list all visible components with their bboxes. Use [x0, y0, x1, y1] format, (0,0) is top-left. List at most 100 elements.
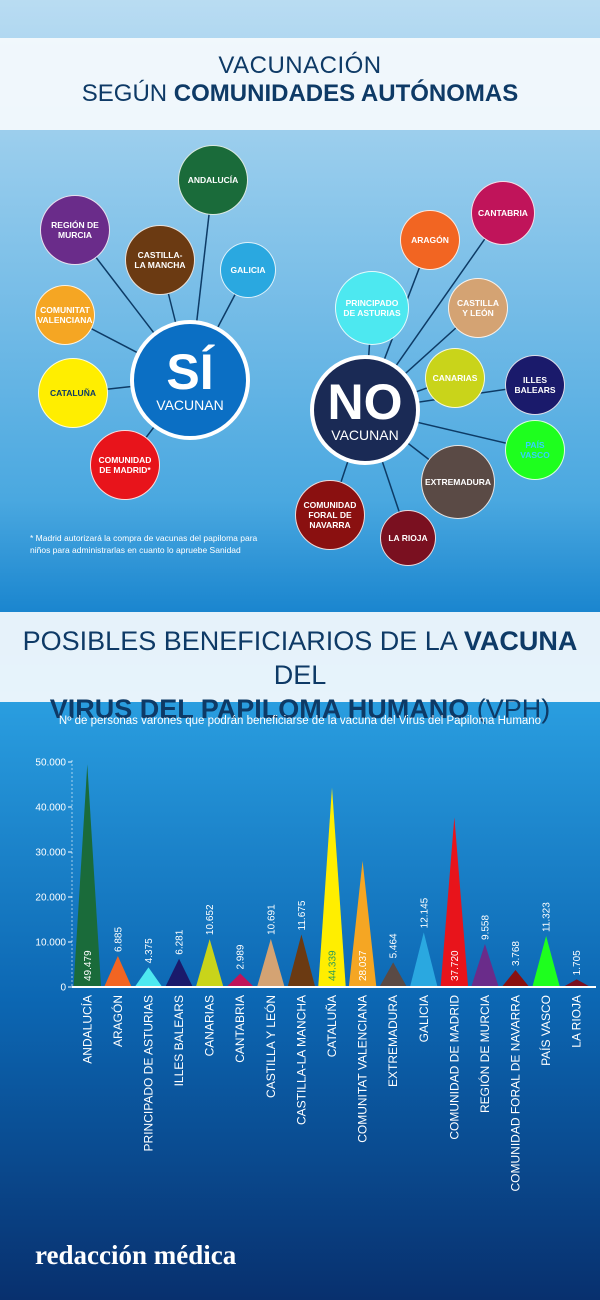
- value-label: 1.705: [572, 950, 583, 975]
- footnote: * Madrid autorizará la compra de vacunas…: [30, 533, 258, 555]
- region-bubble: ARAGÓN: [400, 210, 460, 270]
- x-tick-label: GALICIA: [417, 995, 431, 1042]
- region-bubble: PAÍS VASCO: [505, 420, 565, 480]
- bar: [226, 973, 254, 987]
- bar: [379, 962, 407, 987]
- bar: [73, 764, 102, 987]
- title-text: POSIBLES BENEFICIARIOS DE LA: [22, 626, 457, 656]
- y-tick-label: 40.000: [35, 803, 66, 814]
- region-bubble: ILLES BALEARS: [505, 355, 565, 415]
- value-label: 10.652: [205, 904, 216, 935]
- y-tick-label: 30.000: [35, 848, 66, 859]
- hub-label: SÍ: [166, 344, 214, 400]
- region-bubble: EXTREMADURA: [421, 445, 495, 519]
- bar: [410, 932, 438, 987]
- value-label: 12.145: [419, 897, 430, 928]
- value-label: 44.339: [328, 950, 339, 981]
- x-tick-label: COMUNIDAD FORAL DE NAVARRA: [509, 995, 523, 1191]
- title-line: POSIBLES BENEFICIARIOS DE LA VACUNA DEL: [0, 624, 600, 692]
- bar: [440, 817, 469, 987]
- title-line: SEGÚN COMUNIDADES AUTÓNOMAS: [0, 80, 600, 108]
- value-label: 11.323: [542, 902, 553, 932]
- region-bubble: COMUNIDAD DE MADRID*: [90, 430, 160, 500]
- x-tick-label: PRINCIPADO DE ASTURIAS: [141, 995, 155, 1151]
- bar: [104, 956, 132, 987]
- brand: redacción médica: [35, 1240, 237, 1270]
- region-bubble: CANTABRIA: [471, 181, 535, 245]
- title-text: (VPH): [476, 694, 551, 724]
- chart-subtitle: Nº de personas varones que podrán benefi…: [59, 715, 541, 727]
- value-label: 6.885: [113, 927, 124, 952]
- value-label: 5.464: [389, 933, 400, 958]
- bar: [471, 943, 499, 987]
- region-bubble: LA RIOJA: [380, 510, 436, 566]
- y-tick-label: 50.000: [35, 758, 66, 769]
- region-bubble: REGIÓN DE MURCIA: [40, 195, 110, 265]
- bar: [532, 936, 560, 987]
- value-label: 11.675: [297, 900, 308, 930]
- title-line: VIRUS DEL PAPILOMA HUMANO (VPH): [0, 692, 600, 726]
- region-bubble: ANDALUCÍA: [178, 145, 248, 215]
- hub-bubble: NO VACUNAN: [310, 355, 420, 465]
- x-tick-label: CATALUÑA: [325, 995, 339, 1057]
- hub-sublabel: VACUNAN: [331, 427, 399, 443]
- value-label: 10.691: [266, 904, 277, 935]
- x-tick-label: ANDALUCÍA: [79, 995, 94, 1064]
- x-tick-label: CASTILLA Y LEÓN: [263, 995, 278, 1098]
- region-bubble: COMUNITAT VALENCIANA: [35, 285, 95, 345]
- bar: [257, 938, 285, 987]
- region-bubble: CANARIAS: [425, 348, 485, 408]
- section-title: POSIBLES BENEFICIARIOS DE LA VACUNA DEL …: [0, 612, 600, 724]
- value-label: 2.989: [236, 944, 247, 969]
- bar: [501, 970, 530, 987]
- x-tick-label: REGIÓN DE MURCIA: [477, 995, 492, 1113]
- y-tick-label: 10.000: [35, 938, 66, 949]
- region-bubble: CASTILLA-LA MANCHA: [125, 225, 195, 295]
- x-tick-label: LA RIOJA: [570, 995, 584, 1048]
- bar: [348, 860, 377, 987]
- value-label: 4.375: [144, 938, 155, 963]
- hub-label: NO: [327, 374, 403, 430]
- x-tick-label: CANTABRIA: [233, 995, 247, 1063]
- value-label: 37.720: [450, 950, 461, 981]
- title-bold: VACUNA: [463, 626, 578, 656]
- value-label: 49.479: [83, 950, 94, 981]
- region-bubble: CATALUÑA: [38, 358, 108, 428]
- y-tick-label: 0: [60, 983, 66, 994]
- x-tick-label: CANARIAS: [203, 995, 217, 1056]
- title-text: SEGÚN: [81, 80, 168, 107]
- title-line: VACUNACIÓN: [218, 52, 382, 79]
- region-bubble: COMUNIDAD FORAL DE NAVARRA: [295, 480, 365, 550]
- bar: [287, 934, 316, 987]
- title-bold: COMUNIDADES AUTÓNOMAS: [173, 80, 519, 107]
- region-bubble: CASTILLA Y LEÓN: [448, 278, 508, 338]
- x-tick-label: PAÍS VASCO: [538, 995, 553, 1066]
- value-label: 9.558: [480, 915, 491, 940]
- region-bubble: GALICIA: [220, 242, 276, 298]
- bar: [318, 787, 346, 987]
- bar: [195, 939, 224, 987]
- x-tick-label: ARAGÓN: [110, 995, 125, 1047]
- y-tick-label: 20.000: [35, 893, 66, 904]
- title-text: DEL: [273, 660, 327, 690]
- value-label: 28.037: [358, 950, 369, 981]
- x-tick-label: COMUNITAT VALENCIANA: [356, 995, 370, 1143]
- hub-sublabel: VACUNAN: [156, 397, 224, 413]
- x-tick-label: ILLES BALEARS: [172, 995, 186, 1086]
- x-tick-label: CASTILLA-LA MANCHA: [294, 995, 308, 1125]
- bar: [134, 967, 163, 987]
- bar: [562, 979, 591, 987]
- value-label: 6.281: [175, 929, 186, 954]
- header: VACUNACIÓN SEGÚN COMUNIDADES AUTÓNOMAS: [0, 38, 600, 130]
- bar: [165, 958, 193, 987]
- hub-bubble: SÍ VACUNAN: [130, 320, 250, 440]
- x-tick-label: EXTREMADURA: [386, 995, 400, 1087]
- region-bubble: PRINCIPADO DE ASTURIAS: [335, 271, 409, 345]
- value-label: 3.768: [511, 941, 522, 966]
- x-tick-label: COMUNIDAD DE MADRID: [447, 995, 461, 1140]
- title-bold: VIRUS DEL PAPILOMA HUMANO: [49, 694, 470, 724]
